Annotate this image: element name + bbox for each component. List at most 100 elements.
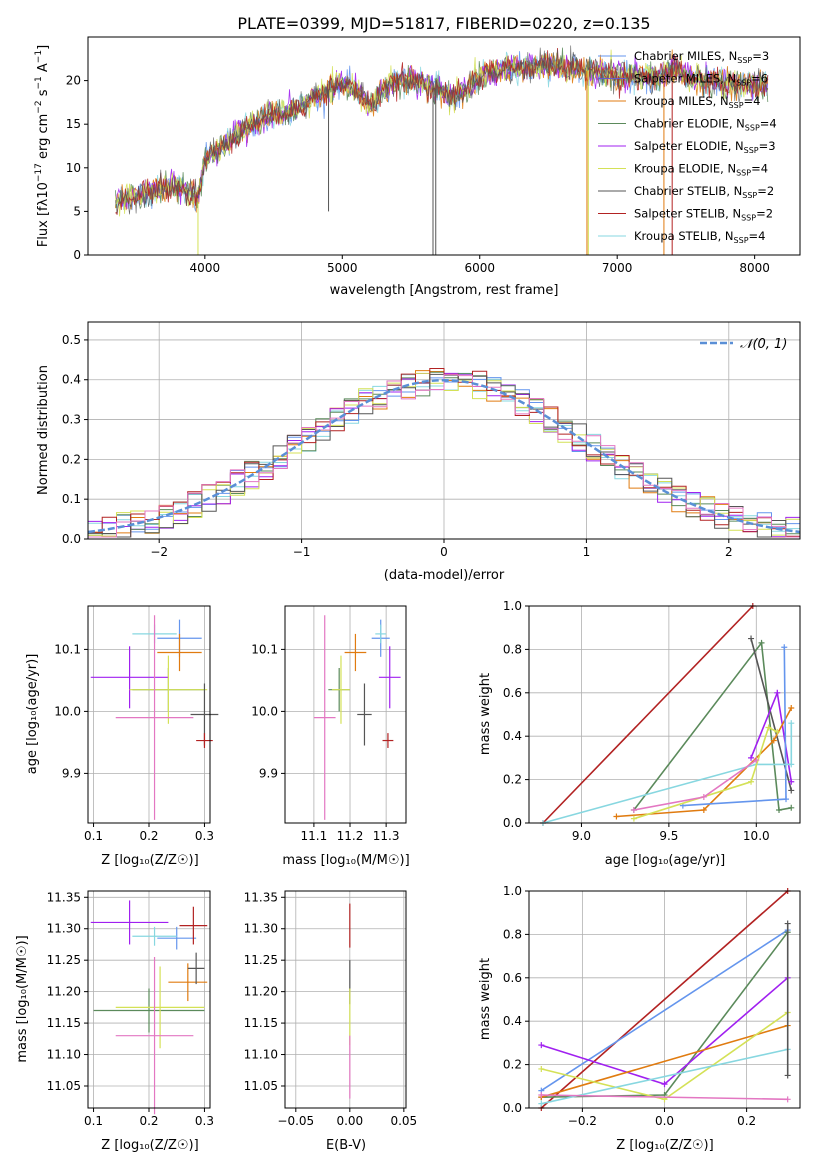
weight-vs-age-lines	[539, 603, 795, 826]
weight-vs-age-y-tick-label: 0.2	[503, 773, 522, 787]
spectrum-x-tick-label: 4000	[190, 261, 221, 275]
age-vs-metallicity-grid	[88, 606, 210, 823]
mass-vs-ebv-y-tick-label: 11.30	[244, 922, 278, 936]
weight-vs-age-marker	[783, 796, 790, 803]
mass-vs-metallicity-y-tick-label: 11.25	[47, 953, 81, 967]
mass-vs-ebv-y-tick-label: 11.15	[244, 1016, 278, 1030]
mass-vs-metallicity-ticks: 0.1 0.2 0.3 11.05 11.10 11.15 11.20 11.25 11.30 1…	[47, 890, 214, 1128]
weight-vs-age-y-tick-label: 0.4	[503, 729, 522, 743]
weight-vs-age-marker	[774, 728, 781, 735]
age-vs-mass-points	[313, 615, 401, 820]
mass-vs-ebv-y-tick-label: 11.10	[244, 1048, 278, 1062]
weight-vs-age-marker	[765, 724, 772, 731]
spectrum-legend-label: Kroupa ELODIE, NSSP=4	[634, 162, 768, 178]
residuals-x-tick-label: 2	[725, 545, 733, 559]
residuals-grid	[88, 322, 800, 540]
mass-vs-metallicity-y-tick-label: 11.15	[47, 1016, 81, 1030]
weight-vs-age-marker	[748, 635, 755, 642]
weight-vs-age-marker	[788, 787, 795, 794]
mass-vs-ebv-x-tick-label: 0.05	[390, 1114, 417, 1128]
weight-vs-age-y-tick-label: 0.0	[503, 816, 522, 830]
weight-vs-age-panel: 9.0 9.5 10.0 0.0 0.2 0.4 0.6 0.8 1.0 age [log₁₀(…	[478, 599, 801, 868]
age-vs-metallicity-y-tick-label: 9.9	[62, 766, 81, 780]
weight-vs-metallicity-series-kroupa_stelib	[541, 1048, 788, 1105]
weight-vs-age-marker	[788, 778, 795, 785]
weight-vs-age-series-kroupa_elodie	[633, 726, 778, 820]
weight-vs-age-x-tick-label: 9.5	[659, 829, 678, 843]
weight-vs-metallicity-y-tick-label: 0.0	[503, 1101, 522, 1115]
mass-vs-metallicity-x-tick-label: 0.1	[84, 1114, 103, 1128]
mass-vs-metallicity-y-tick-label: 11.10	[47, 1048, 81, 1062]
weight-vs-age-marker	[630, 815, 637, 822]
weight-vs-age-marker	[774, 689, 781, 696]
spectrum-y-label: Flux [fλ10−17 erg cm−2 s−1 A−1]	[34, 45, 51, 247]
spectrum-traces	[115, 45, 769, 255]
age-vs-metallicity-y-tick-label: 10.1	[54, 642, 81, 656]
age-vs-mass-x-label: mass [log₁₀(M/M☉)]	[282, 853, 409, 868]
weight-vs-metallicity-x-tick-label: 0.0	[655, 1114, 674, 1128]
mass-vs-metallicity-x-tick-label: 0.3	[195, 1114, 214, 1128]
spectrum-legend-label: Salpeter ELODIE, NSSP=3	[634, 139, 776, 155]
age-vs-mass-y-tick-label: 10.1	[251, 642, 278, 656]
residuals-ticks: −2 −1 0 1 2 0.0 0.1 0.2 0.3 0.4 0.5	[62, 333, 733, 559]
residual-histogram-pink	[88, 374, 800, 538]
spectrum-legend-label: Kroupa STELIB, NSSP=4	[634, 229, 765, 245]
age-vs-mass-grid	[285, 606, 406, 823]
weight-vs-metallicity-lines	[538, 888, 791, 1111]
weight-vs-age-marker	[781, 644, 788, 651]
residuals-y-tick-label: 0.2	[62, 452, 81, 466]
weight-vs-age-marker	[748, 778, 755, 785]
weight-vs-metallicity-series-pink	[541, 1094, 788, 1101]
weight-vs-age-marker	[788, 804, 795, 811]
weight-vs-metallicity-x-tick-label: 0.2	[737, 1114, 756, 1128]
residuals-y-tick-label: 0.1	[62, 492, 81, 506]
spectrum-y-tick-label: 0	[73, 248, 81, 262]
weight-vs-metallicity-y-tick-label: 0.8	[503, 927, 522, 941]
mass-vs-metallicity-y-tick-label: 11.30	[47, 922, 81, 936]
weight-vs-metallicity-marker	[784, 1072, 791, 1079]
mass-vs-metallicity-y-tick-label: 11.05	[47, 1079, 81, 1093]
gaussian-legend-label: 𝒩(0, 1)	[740, 337, 787, 352]
weight-vs-age-series-salpeter_stelib	[542, 605, 754, 824]
spectrum-legend-label: Salpeter STELIB, NSSP=2	[634, 207, 773, 223]
weight-vs-age-y-label: mass weight	[478, 673, 493, 755]
spectrum-legend-label: Kroupa MILES, NSSP=4	[634, 94, 760, 110]
weight-vs-metallicity-series-kroupa_miles	[541, 1024, 788, 1098]
age-vs-mass-x-tick-label: 11.1	[301, 829, 328, 843]
weight-vs-age-series-kroupa_miles	[616, 707, 793, 818]
weight-vs-age-ticks: 9.0 9.5 10.0 0.0 0.2 0.4 0.6 0.8 1.0	[503, 599, 770, 843]
weight-vs-age-marker	[630, 806, 637, 813]
age-vs-mass-x-tick-label: 11.2	[337, 829, 364, 843]
residuals-legend: 𝒩(0, 1)	[700, 337, 787, 352]
residuals-x-label: (data-model)/error	[384, 568, 505, 583]
age-vs-metallicity-x-label: Z [log₁₀(Z/Z☉)]	[101, 853, 198, 868]
weight-vs-metallicity-marker	[784, 920, 791, 927]
weight-vs-metallicity-y-tick-label: 0.6	[503, 971, 522, 985]
weight-vs-metallicity-marker	[784, 1096, 791, 1103]
spectrum-x-label: wavelength [Angstrom, rest frame]	[330, 283, 559, 298]
mass-vs-ebv-x-tick-label: 0.00	[336, 1114, 363, 1128]
age-vs-mass-frame	[284, 605, 407, 824]
weight-vs-metallicity-series-salpeter_stelib	[540, 890, 789, 1109]
weight-vs-age-marker	[788, 761, 795, 768]
weight-vs-age-marker	[613, 813, 620, 820]
age-vs-metallicity-x-tick-label: 0.2	[139, 829, 158, 843]
mass-vs-ebv-panel: −0.05 0.00 0.05 11.05 11.10 11.15 11.20 11.25 11…	[244, 890, 418, 1153]
spectrum-x-tick-label: 5000	[327, 261, 358, 275]
age-vs-mass-y-tick-label: 10.0	[251, 704, 278, 718]
gaussian-curve	[87, 378, 801, 534]
weight-vs-age-x-label: age [log₁₀(age/yr)]	[605, 853, 726, 868]
spectrum-panel: Chabrier MILES, NSSP=3 Salpeter MILES, NS…	[34, 36, 801, 298]
figure-title: PLATE=0399, MJD=51817, FIBERID=0220, z=0…	[237, 14, 650, 33]
residuals-y-tick-label: 0.5	[62, 333, 81, 347]
weight-vs-age-marker	[753, 757, 760, 764]
spectrum-x-tick-label: 6000	[464, 261, 495, 275]
spectrum-y-tick-label: 5	[73, 204, 81, 218]
age-vs-metallicity-y-tick-label: 10.0	[54, 704, 81, 718]
weight-vs-age-marker	[748, 754, 755, 761]
age-vs-metallicity-panel: 0.1 0.2 0.3 9.9 10.0 10.1 Z [log₁₀(Z/Z☉)] age…	[25, 605, 219, 868]
residuals-y-tick-label: 0.0	[62, 532, 81, 546]
mass-vs-ebv-y-tick-label: 11.35	[244, 890, 278, 904]
weight-vs-metallicity-panel: −0.2 0.0 0.2 0.0 0.2 0.4 0.6 0.8 1.0 Z [log₁₀(Z/…	[478, 884, 801, 1153]
weight-vs-age-series-chabrier_elodie	[633, 640, 792, 811]
